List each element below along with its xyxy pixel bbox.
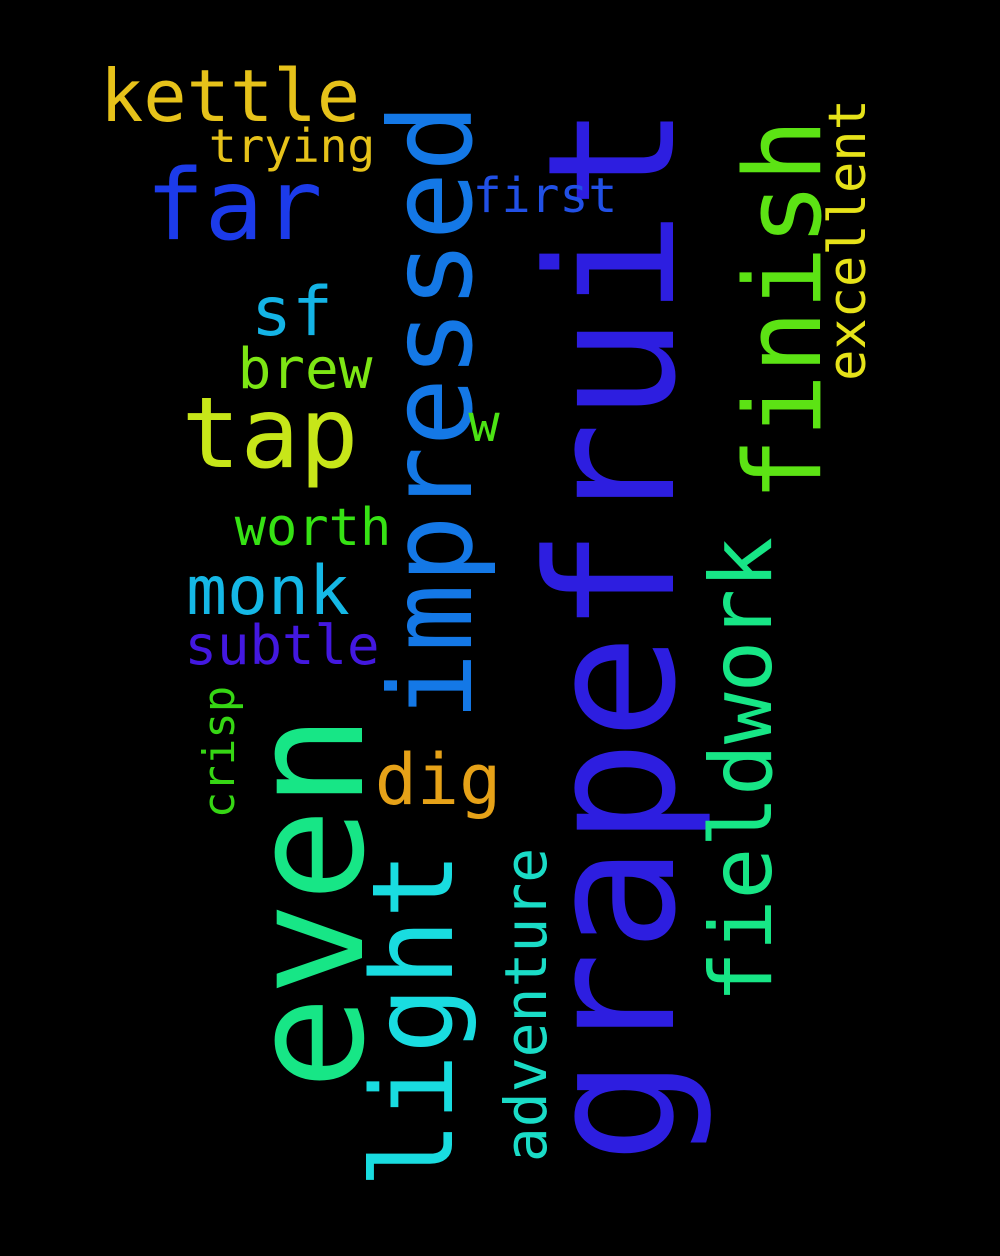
word-fieldwork: fieldwork xyxy=(692,537,792,1003)
word-excellent: excellent xyxy=(818,99,878,381)
word-kettle: kettle xyxy=(99,54,361,138)
word-subtle: subtle xyxy=(184,614,380,677)
word-tap: tap xyxy=(181,377,359,491)
word-far: far xyxy=(145,149,323,263)
word-monk: monk xyxy=(186,552,350,631)
word-dig: dig xyxy=(374,739,502,821)
word-w: w xyxy=(468,394,500,454)
word-first: first xyxy=(472,168,618,224)
word-sf: sf xyxy=(251,273,333,352)
word-worth: worth xyxy=(234,498,392,558)
word-adventure: adventure xyxy=(492,847,560,1163)
word-brew: brew xyxy=(237,337,373,402)
word-light: light xyxy=(349,851,479,1189)
word-crisp: crisp xyxy=(194,685,245,819)
word-trying: trying xyxy=(208,119,376,173)
